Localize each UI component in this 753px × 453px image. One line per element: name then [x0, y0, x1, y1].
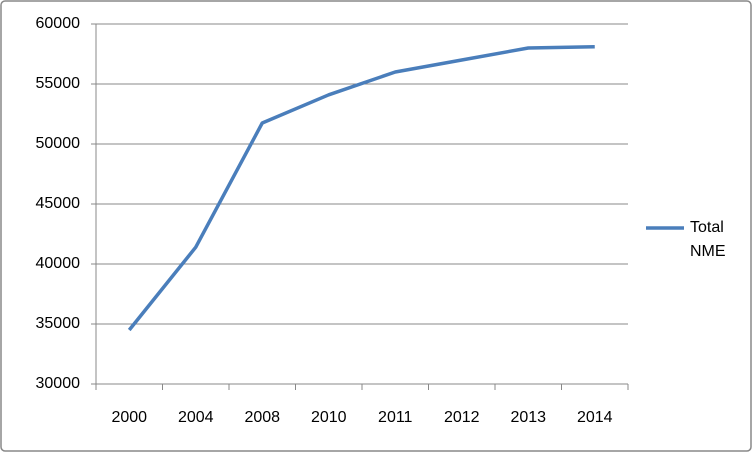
x-tick-label: 2004	[178, 409, 214, 426]
x-tick-label: 2010	[311, 409, 347, 426]
y-tick-label: 50000	[36, 135, 81, 152]
y-tick-label: 45000	[36, 195, 81, 212]
y-tick-label: 35000	[36, 315, 81, 332]
x-tick-label: 2013	[510, 409, 546, 426]
y-tick-label: 30000	[36, 375, 81, 392]
y-tick-label: 55000	[36, 75, 81, 92]
x-tick-label: 2014	[577, 409, 613, 426]
x-tick-label: 2011	[378, 409, 413, 426]
y-tick-label: 60000	[36, 15, 81, 32]
x-tick-label: 2012	[444, 409, 480, 426]
x-tick-label: 2008	[244, 409, 280, 426]
y-tick-label: 40000	[36, 255, 81, 272]
legend-label: Total NME	[690, 219, 726, 260]
x-tick-label: 2000	[111, 409, 147, 426]
data-line	[127, 45, 595, 332]
